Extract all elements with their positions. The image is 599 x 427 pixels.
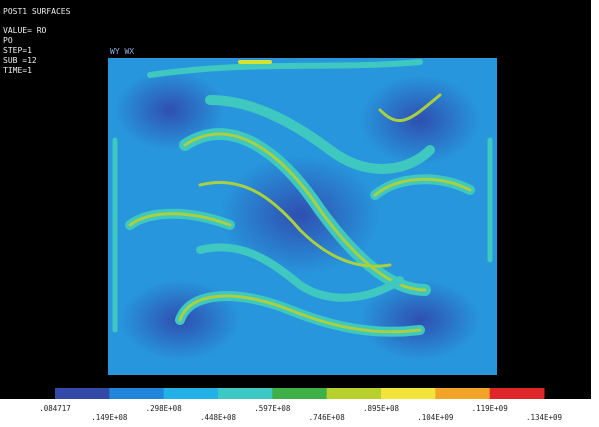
legend-band <box>381 388 436 399</box>
info-line: VALUE= RO <box>3 26 47 35</box>
legend-band <box>218 388 273 399</box>
legend-label: .149E+08 <box>91 413 128 422</box>
low-region <box>360 75 480 165</box>
plot-title: POST1 SURFACES <box>3 7 71 16</box>
legend-band <box>490 388 545 399</box>
screenshot: POST1 SURFACES VALUE= ROPOSTEP=1SUB =12T… <box>0 0 599 423</box>
legend-label: .448E+08 <box>200 413 237 422</box>
legend-label: .746E+08 <box>309 413 346 422</box>
legend-band <box>164 388 219 399</box>
legend-label: .298E+08 <box>146 404 183 413</box>
legend-label: .597E+08 <box>254 404 291 413</box>
legend-label: .084717 <box>39 404 71 413</box>
legend-label: .895E+08 <box>363 404 400 413</box>
legend-label: .104E+09 <box>417 413 453 422</box>
legend-band <box>109 388 164 399</box>
info-line: STEP=1 <box>3 46 32 55</box>
legend-band <box>327 388 382 399</box>
legend-band <box>435 388 490 399</box>
legend-band <box>55 388 110 399</box>
contour-plot <box>108 58 497 375</box>
legend-label: .134E+09 <box>526 413 562 422</box>
info-line: TIME=1 <box>3 66 32 75</box>
info-line: PO <box>3 36 13 45</box>
legend-band <box>272 388 327 399</box>
info-line: SUB =12 <box>3 56 37 65</box>
triad-label: WY WX <box>110 47 134 56</box>
legend: .084717 .149E+08 .298E+08 .448E+08 .597E+08.… <box>39 388 562 422</box>
page: {"header": {"title": "POST1 SURFACES", "… <box>0 0 599 423</box>
legend-label: .119E+09 <box>472 404 508 413</box>
